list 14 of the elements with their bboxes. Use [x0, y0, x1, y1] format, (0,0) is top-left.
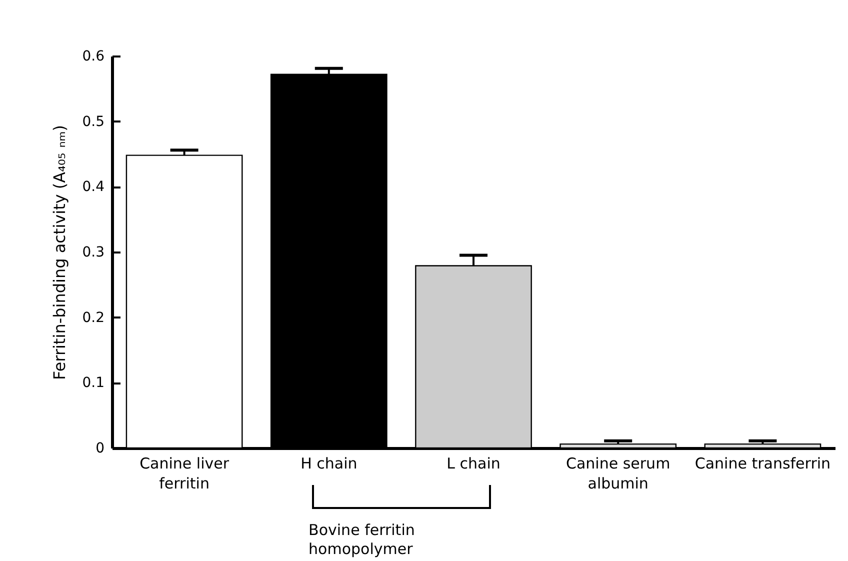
y-tick-label: 0.2: [82, 310, 104, 326]
y-tick-label: 0.5: [82, 114, 104, 130]
x-tick-label: Canine serum albumin: [566, 454, 670, 492]
x-tick-label: H chain: [300, 454, 358, 472]
y-tick-label: 0.4: [82, 179, 105, 196]
y-tick-label: 0: [96, 440, 104, 456]
text: Bovine ferritin homopolymer: [308, 521, 416, 559]
x-tick-label: Canine transferrin: [694, 454, 831, 472]
y-tick-label: 0.6: [82, 48, 105, 64]
y-tick-label: 0.1: [82, 375, 104, 392]
y-tick-label: 0.3: [82, 244, 104, 260]
x-tick-label: Canine liver ferritin: [140, 454, 230, 492]
x-tick-label: L chain: [446, 454, 500, 472]
y-axis-title: Ferritin-binding activity (A₄₀₅ ₙₘ): [50, 124, 70, 380]
